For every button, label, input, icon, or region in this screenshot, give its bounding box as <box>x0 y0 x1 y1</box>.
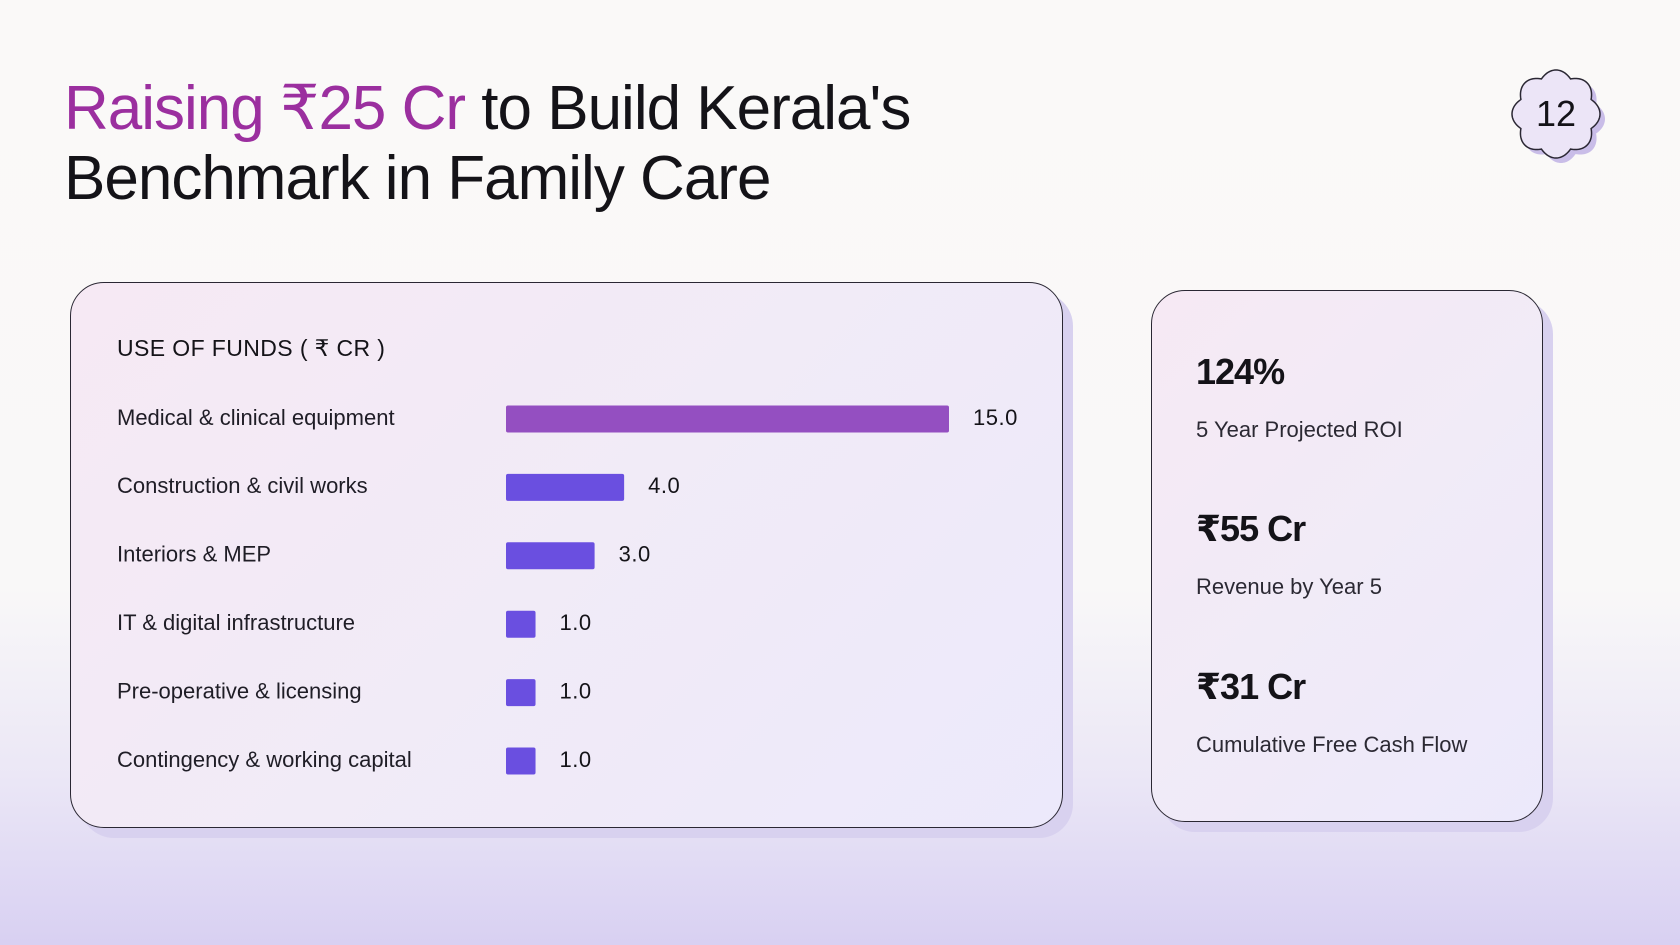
bar <box>506 542 595 570</box>
bar <box>506 679 536 707</box>
kpi-label: 5 Year Projected ROI <box>1196 417 1403 442</box>
kpi-label: Revenue by Year 5 <box>1196 574 1382 599</box>
kpi-cash-flow: ₹31 Cr Cumulative Free Cash Flow <box>1196 666 1467 758</box>
value-label: 3.0 <box>619 542 651 567</box>
use-of-funds-chart: Medical & clinical equipment 15.0 Construc… <box>117 405 1018 775</box>
value-label: 4.0 <box>648 473 680 498</box>
title-rest: to Build Kerala's <box>465 74 911 143</box>
value-label: 1.0 <box>560 610 592 635</box>
value-label: 1.0 <box>560 678 592 703</box>
category-label: IT & digital infrastructure <box>117 610 355 635</box>
kpi-card: 124% 5 Year Projected ROI ₹55 Cr Revenue… <box>1151 290 1543 822</box>
bar <box>506 473 625 501</box>
kpi-value: ₹55 Cr <box>1196 508 1306 549</box>
category-label: Interiors & MEP <box>117 542 271 567</box>
kpi-revenue: ₹55 Cr Revenue by Year 5 <box>1196 508 1382 600</box>
category-label: Pre-operative & licensing <box>117 678 362 703</box>
bar <box>506 747 536 775</box>
use-of-funds-card: USE OF FUNDS ( ₹ CR ) Medical & clinical… <box>70 282 1063 828</box>
value-label: 15.0 <box>973 405 1018 430</box>
bar <box>506 610 536 638</box>
kpi-value: ₹31 Cr <box>1196 666 1306 707</box>
kpi-roi: 124% 5 Year Projected ROI <box>1196 351 1403 443</box>
kpi-value: 124% <box>1196 351 1285 392</box>
slide-title: Raising ₹25 Cr to Build Kerala's Benchmar… <box>64 74 911 214</box>
flower-badge-icon <box>1511 69 1605 163</box>
category-label: Medical & clinical equipment <box>117 405 395 430</box>
value-label: 1.0 <box>560 747 592 772</box>
category-label: Construction & civil works <box>117 473 368 498</box>
category-label: Contingency & working capital <box>117 747 412 772</box>
funds-heading: USE OF FUNDS ( ₹ CR ) <box>117 335 386 361</box>
title-line-2: Benchmark in Family Care <box>64 144 771 213</box>
kpi-label: Cumulative Free Cash Flow <box>1196 732 1468 757</box>
page-number: 12 <box>1535 93 1577 134</box>
page-number-badge: 12 <box>1508 66 1612 170</box>
bar <box>506 405 949 433</box>
title-accent: Raising ₹25 Cr <box>64 74 466 143</box>
